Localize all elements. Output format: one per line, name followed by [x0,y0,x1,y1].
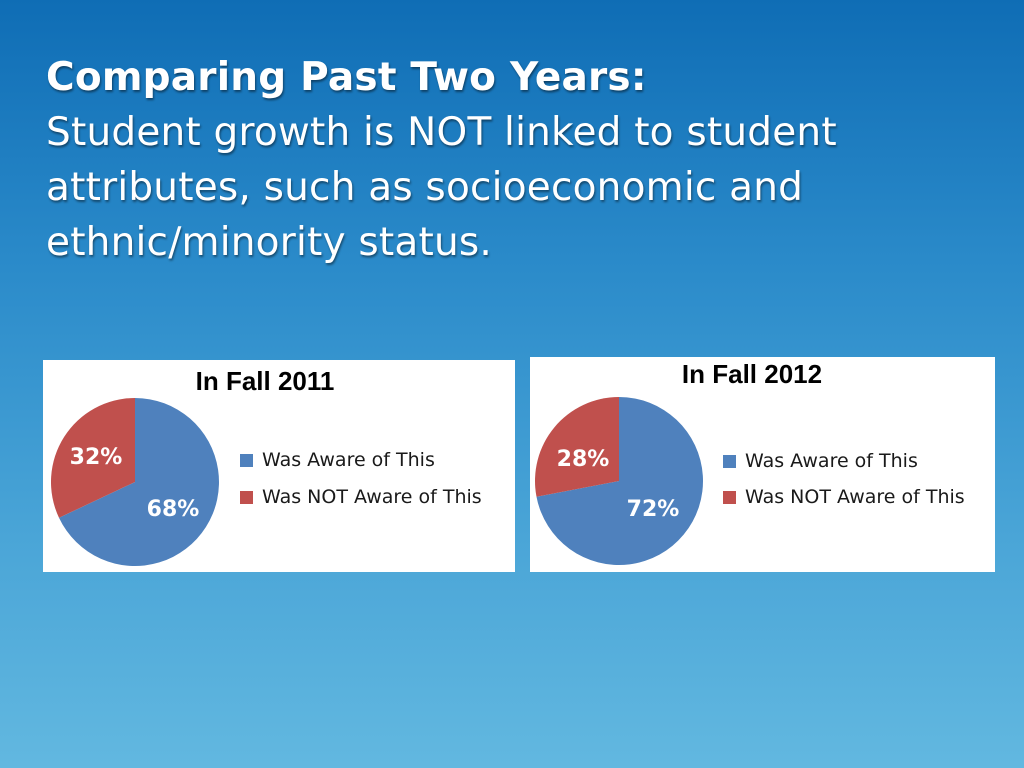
chart-fall-2011: In Fall 2011 68% 32% Was Aware of This Was N… [43,360,515,572]
heading-line-3: ethnic/minority status. [46,220,493,265]
slice-label-not-aware: 32% [70,445,123,470]
pie-slice-aware [58,398,219,566]
pie-slice-not-aware [50,398,135,518]
heading-bold: Comparing Past Two Years: [46,55,647,100]
heading-line-1: Student growth is NOT linked to student [46,110,837,155]
pie-chart-2011: In Fall 2011 68% 32% Was Aware of This Was N… [50,366,482,566]
chart-title: In Fall 2012 [682,359,822,389]
legend-swatch-aware [240,454,253,467]
legend-swatch-aware [723,455,736,468]
legend-label-aware: Was Aware of This [262,449,435,471]
slice-label-aware: 68% [147,497,200,522]
heading-line-2: attributes, such as socioeconomic and [46,165,804,210]
legend-label-not-aware: Was NOT Aware of This [262,486,482,508]
legend-swatch-not-aware [723,491,736,504]
chart-fall-2012: In Fall 2012 72% 28% Was Aware of This Was N… [530,357,995,572]
pie-chart-2012: In Fall 2012 72% 28% Was Aware of This Was N… [535,359,965,565]
slice-label-aware: 72% [627,497,680,522]
legend-label-not-aware: Was NOT Aware of This [745,486,965,508]
legend-swatch-not-aware [240,491,253,504]
slide-heading: Comparing Past Two Years: Student growth… [46,50,1006,270]
legend-label-aware: Was Aware of This [745,450,918,472]
pie-slice-aware [536,397,704,565]
pie-slice-not-aware [535,397,619,497]
chart-title: In Fall 2011 [196,366,335,396]
slice-label-not-aware: 28% [557,447,610,472]
